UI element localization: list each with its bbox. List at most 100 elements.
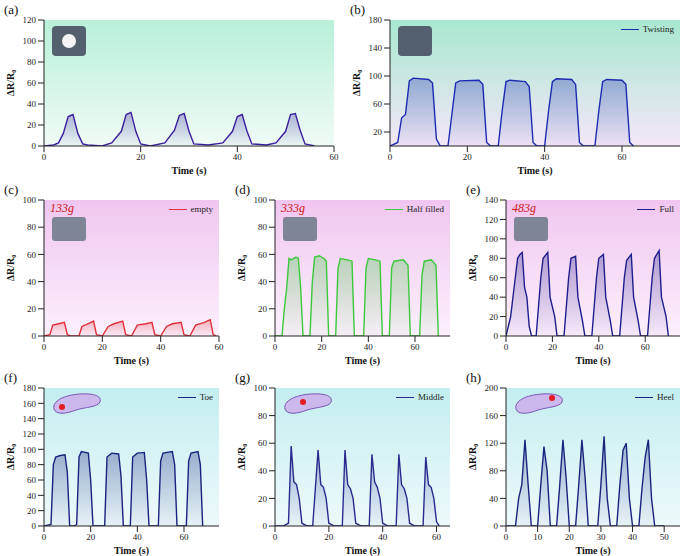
svg-text:0: 0: [32, 141, 37, 151]
svg-text:0: 0: [388, 152, 393, 162]
svg-text:Time (s): Time (s): [345, 355, 380, 366]
svg-text:100: 100: [254, 383, 268, 393]
svg-text:100: 100: [23, 36, 37, 46]
svg-text:60: 60: [330, 152, 340, 162]
svg-text:0: 0: [504, 532, 509, 542]
svg-text:20: 20: [489, 312, 499, 322]
svg-text:20: 20: [258, 304, 268, 314]
svg-text:0: 0: [32, 331, 37, 341]
svg-text:0: 0: [42, 342, 47, 352]
svg-text:Time (s): Time (s): [171, 165, 206, 176]
svg-text:160: 160: [23, 399, 37, 409]
svg-text:60: 60: [411, 342, 421, 352]
svg-text:ΔR/R₀: ΔR/R₀: [236, 255, 247, 282]
svg-text:Time (s): Time (s): [114, 545, 149, 556]
svg-text:50: 50: [660, 532, 670, 542]
svg-text:60: 60: [432, 532, 442, 542]
svg-text:60: 60: [489, 273, 499, 283]
svg-text:60: 60: [258, 250, 268, 260]
svg-text:20: 20: [324, 532, 334, 542]
svg-text:40: 40: [27, 99, 37, 109]
svg-text:Time (s): Time (s): [345, 545, 380, 556]
svg-text:0: 0: [504, 342, 509, 352]
svg-text:80: 80: [27, 222, 37, 232]
svg-text:30: 30: [596, 532, 606, 542]
svg-text:20: 20: [463, 152, 473, 162]
svg-text:20: 20: [317, 342, 327, 352]
svg-text:80: 80: [27, 57, 37, 67]
svg-text:ΔR/R₀: ΔR/R₀: [8, 70, 16, 97]
svg-text:140: 140: [23, 414, 37, 424]
svg-text:60: 60: [258, 438, 268, 448]
svg-text:100: 100: [254, 195, 268, 205]
svg-text:40: 40: [233, 152, 243, 162]
svg-text:20: 20: [373, 127, 383, 137]
svg-text:100: 100: [23, 445, 37, 455]
svg-text:20: 20: [27, 120, 37, 130]
svg-text:Time (s): Time (s): [575, 545, 610, 556]
svg-text:120: 120: [485, 438, 499, 448]
svg-text:0: 0: [42, 532, 47, 542]
svg-text:60: 60: [27, 250, 37, 260]
svg-text:40: 40: [258, 466, 268, 476]
svg-text:60: 60: [215, 342, 225, 352]
svg-text:80: 80: [27, 460, 37, 470]
svg-text:180: 180: [369, 15, 383, 25]
svg-text:ΔR/R₀: ΔR/R₀: [351, 70, 362, 97]
svg-text:ΔR/R₀: ΔR/R₀: [8, 444, 16, 471]
svg-text:80: 80: [258, 411, 268, 421]
svg-text:40: 40: [489, 292, 499, 302]
svg-text:40: 40: [489, 494, 499, 504]
svg-text:20: 20: [86, 532, 96, 542]
svg-text:40: 40: [540, 152, 550, 162]
svg-text:ΔR/R₀: ΔR/R₀: [8, 255, 16, 282]
svg-text:160: 160: [485, 411, 499, 421]
svg-text:40: 40: [378, 532, 388, 542]
svg-text:60: 60: [373, 99, 383, 109]
svg-text:ΔR/R₀: ΔR/R₀: [467, 444, 478, 471]
svg-text:40: 40: [156, 342, 166, 352]
svg-text:60: 60: [27, 475, 37, 485]
svg-text:80: 80: [258, 222, 268, 232]
svg-text:40: 40: [628, 532, 638, 542]
svg-text:60: 60: [180, 532, 190, 542]
svg-text:140: 140: [369, 43, 383, 53]
svg-text:0: 0: [273, 532, 278, 542]
svg-text:Time (s): Time (s): [517, 165, 552, 176]
svg-text:20: 20: [136, 152, 146, 162]
svg-text:40: 40: [364, 342, 374, 352]
svg-text:20: 20: [565, 532, 575, 542]
svg-text:40: 40: [27, 491, 37, 501]
svg-text:60: 60: [618, 152, 628, 162]
svg-text:Time (s): Time (s): [575, 355, 610, 366]
svg-text:80: 80: [489, 466, 499, 476]
svg-text:100: 100: [369, 71, 383, 81]
svg-text:200: 200: [485, 383, 499, 393]
svg-text:180: 180: [23, 383, 37, 393]
svg-text:60: 60: [641, 342, 651, 352]
svg-text:20: 20: [27, 506, 37, 516]
svg-text:40: 40: [594, 342, 604, 352]
svg-text:0: 0: [263, 331, 268, 341]
svg-text:0: 0: [32, 521, 37, 531]
svg-text:20: 20: [548, 342, 558, 352]
svg-text:10: 10: [533, 532, 543, 542]
svg-text:Time (s): Time (s): [114, 355, 149, 366]
svg-text:0: 0: [42, 152, 47, 162]
svg-text:0: 0: [494, 331, 499, 341]
svg-text:0: 0: [273, 342, 278, 352]
svg-text:40: 40: [258, 277, 268, 287]
svg-text:20: 20: [27, 304, 37, 314]
svg-text:80: 80: [489, 253, 499, 263]
svg-text:120: 120: [23, 15, 37, 25]
svg-text:100: 100: [23, 195, 37, 205]
svg-text:0: 0: [263, 521, 268, 531]
svg-text:40: 40: [133, 532, 143, 542]
svg-text:20: 20: [98, 342, 108, 352]
svg-text:20: 20: [258, 494, 268, 504]
svg-text:60: 60: [27, 78, 37, 88]
svg-text:100: 100: [485, 234, 499, 244]
svg-text:120: 120: [23, 429, 37, 439]
svg-text:ΔR/R₀: ΔR/R₀: [467, 255, 478, 282]
svg-text:40: 40: [27, 277, 37, 287]
